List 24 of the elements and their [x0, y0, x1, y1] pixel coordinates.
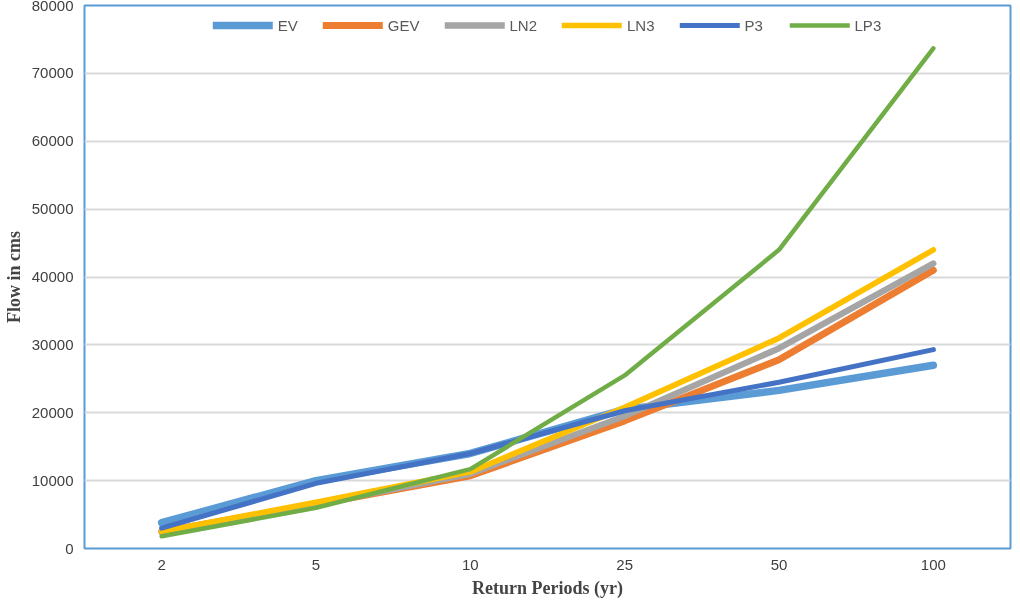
legend-label: EV [277, 16, 298, 34]
y-tick-label: 70000 [31, 64, 74, 82]
legend-label: LN3 [627, 16, 655, 34]
legend-label: LN2 [509, 16, 537, 34]
x-tick-label: 100 [920, 555, 946, 573]
x-tick-label: 50 [770, 555, 788, 573]
x-tick-label: 2 [157, 555, 166, 573]
y-tick-label: 20000 [31, 403, 74, 421]
line-series [159, 46, 936, 539]
legend-label: P3 [744, 16, 764, 34]
y-tick-label: 50000 [31, 200, 74, 218]
y-tick-label: 30000 [31, 335, 74, 353]
y-tick-label: 60000 [31, 132, 74, 150]
x-tick-label: 25 [616, 555, 634, 573]
x-tick-label: 5 [311, 555, 321, 573]
x-tick-label: 10 [461, 555, 479, 573]
y-tick-label: 80000 [31, 0, 74, 14]
legend-label: LP3 [854, 16, 882, 34]
y-tick-label: 10000 [31, 471, 74, 489]
legend-label: GEV [387, 16, 420, 34]
y-tick-label: 40000 [31, 268, 74, 285]
x-axis-title: Return Periods (yr) [472, 577, 623, 599]
y-axis-title: Flow in cms [3, 231, 24, 323]
y-tick-label: 0 [65, 539, 74, 557]
